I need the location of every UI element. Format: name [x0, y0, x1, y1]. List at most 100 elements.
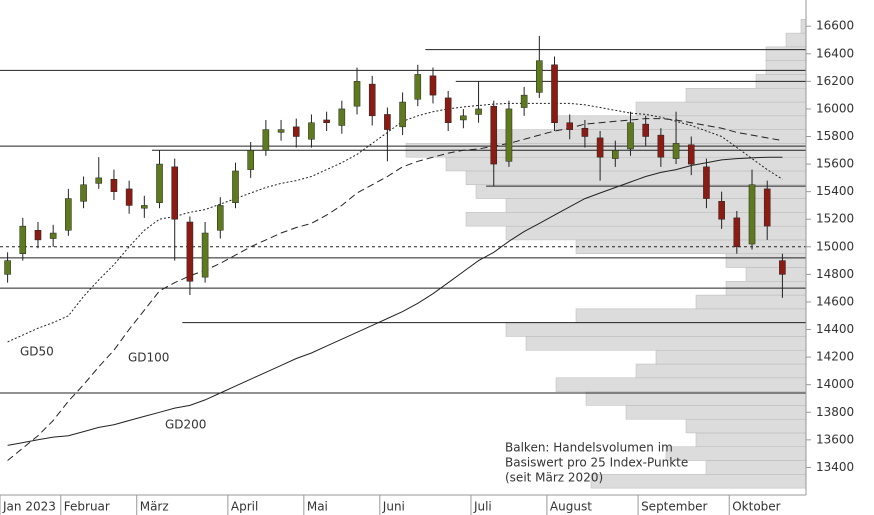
volume-bar	[695, 294, 807, 310]
candle-body	[612, 150, 619, 159]
candle-body	[141, 205, 148, 209]
volume-bar	[585, 391, 807, 406]
volume-bar	[685, 87, 807, 103]
x-tick-label: September	[641, 500, 707, 514]
y-tick-label: 14400	[816, 322, 854, 336]
moving-average	[7, 156, 783, 446]
candle-body	[262, 129, 270, 151]
candle-body	[110, 178, 118, 192]
y-tick-label: 15200	[816, 212, 854, 226]
volume-bar	[505, 225, 807, 241]
volume-bar	[635, 363, 807, 379]
candle-body	[490, 105, 498, 165]
candle-body	[520, 94, 528, 108]
volume-bar	[765, 60, 807, 75]
candle-body	[581, 127, 589, 137]
moving-average	[7, 118, 783, 461]
y-tick-label: 15800	[816, 129, 854, 143]
annotation: Balken: Handelsvolumen im	[505, 441, 673, 455]
axes: 13400 13600 13800 14000 14200 14400 14600 14800…	[0, 0, 854, 515]
moving-average	[7, 102, 783, 343]
y-tick-label: 15000	[816, 239, 854, 253]
candle-body	[65, 198, 72, 231]
candle-body	[687, 144, 695, 165]
y-tick-label: 16600	[816, 19, 854, 33]
candle-body	[34, 230, 42, 241]
y-tick-label: 13800	[816, 405, 854, 419]
candle-body	[672, 143, 680, 159]
candle-body	[368, 83, 376, 117]
candle-body	[763, 188, 771, 227]
candle-body	[733, 217, 741, 248]
volume-bar	[575, 308, 807, 323]
candle-body	[217, 205, 224, 231]
candle-body	[429, 75, 437, 96]
volume-bar	[590, 474, 807, 489]
candle-body	[49, 232, 57, 239]
volume-bar	[495, 129, 807, 144]
volume-bar	[555, 377, 807, 392]
ma-label: GD200	[165, 418, 206, 432]
candle-body	[536, 60, 543, 93]
volume-bar	[695, 432, 807, 447]
candle-body	[171, 166, 179, 220]
y-tick-label: 16400	[816, 46, 854, 60]
moving-averages	[7, 102, 783, 461]
candle-body	[703, 166, 710, 199]
candle-body	[551, 64, 558, 123]
candles	[4, 35, 786, 298]
y-tick-label: 14800	[816, 267, 854, 281]
volume-bar	[765, 46, 807, 61]
volume-bar	[655, 349, 807, 365]
candle-body	[475, 108, 482, 115]
candle-body	[308, 122, 315, 140]
x-tick-label: Jan 2023	[2, 500, 56, 514]
y-tick-label: 16000	[816, 101, 854, 115]
candle-body	[657, 134, 665, 158]
x-tick-label: Juli	[473, 500, 492, 514]
candle-body	[125, 188, 133, 206]
candle-body	[4, 260, 11, 275]
annotation: Basiswert pro 25 Index-Punkte	[505, 456, 688, 470]
candle-body	[156, 163, 163, 203]
candle-body	[596, 137, 604, 158]
x-tick-label: August	[550, 500, 592, 514]
volume-bar	[725, 253, 807, 268]
y-tick-label: 13600	[816, 432, 854, 446]
candle-body	[384, 114, 391, 130]
candle-body	[627, 122, 634, 150]
volume-profile	[405, 19, 807, 489]
candle-body	[338, 108, 346, 126]
candle-body	[779, 260, 786, 275]
candle-body	[748, 184, 756, 245]
candle-body	[505, 108, 513, 162]
volume-bar	[525, 336, 807, 351]
x-tick-label: Februar	[64, 500, 110, 514]
candle-body	[414, 74, 422, 100]
x-tick-label: April	[231, 500, 258, 514]
volume-bar	[475, 184, 807, 199]
ma-label: GD100	[128, 351, 169, 365]
annotation: (seit März 2020)	[505, 471, 603, 485]
candle-body	[323, 119, 330, 123]
y-tick-label: 14600	[816, 294, 854, 308]
y-tick-label: 13400	[816, 460, 854, 474]
candle-body	[95, 177, 103, 184]
candle-body	[201, 232, 209, 278]
y-tick-label: 14000	[816, 377, 854, 391]
y-tick-label: 15600	[816, 157, 854, 171]
candle-body	[19, 225, 27, 254]
y-tick-label: 14200	[816, 350, 854, 364]
volume-bar	[800, 19, 807, 34]
candle-body	[247, 150, 254, 170]
candle-body	[292, 126, 300, 137]
x-tick-label: Juni	[382, 500, 405, 514]
candle-body	[399, 101, 406, 128]
candle-body	[444, 97, 452, 123]
y-tick-label: 15400	[816, 184, 854, 198]
candle-body	[186, 221, 194, 282]
candle-body	[566, 122, 574, 130]
x-tick-label: Oktober	[732, 500, 780, 514]
x-tick-label: März	[140, 500, 169, 514]
